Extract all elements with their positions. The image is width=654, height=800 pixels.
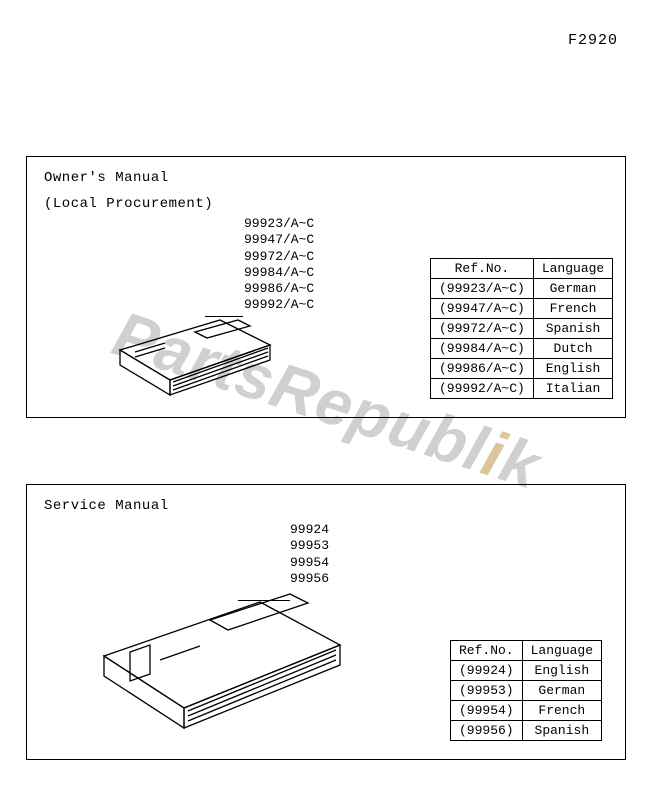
- owners-part-numbers: 99923/A~C99947/A~C99972/A~C99984/A~C9998…: [244, 216, 314, 314]
- part-number: 99924: [290, 522, 329, 538]
- ref-cell: (99923/A~C): [431, 279, 534, 299]
- table-row: (99984/A~C)Dutch: [431, 339, 613, 359]
- table-row: (99956)Spanish: [451, 721, 602, 741]
- table-header-lang: Language: [533, 259, 612, 279]
- table-row: (99954)French: [451, 701, 602, 721]
- owners-book-icon: [110, 310, 280, 400]
- table-row: (99972/A~C)Spanish: [431, 319, 613, 339]
- ref-cell: (99972/A~C): [431, 319, 534, 339]
- lang-cell: German: [533, 279, 612, 299]
- service-manual-title: Service Manual: [44, 498, 169, 514]
- lang-cell: French: [533, 299, 612, 319]
- ref-cell: (99954): [451, 701, 523, 721]
- table-row: (99924)English: [451, 661, 602, 681]
- ref-cell: (99992/A~C): [431, 379, 534, 399]
- lang-cell: Spanish: [522, 721, 601, 741]
- part-number: 99972/A~C: [244, 249, 314, 265]
- service-reference-table: Ref.No. Language (99924)English(99953)Ge…: [450, 640, 602, 741]
- ref-cell: (99924): [451, 661, 523, 681]
- service-part-numbers: 99924999539995499956: [290, 522, 329, 587]
- owners-manual-title: Owner's Manual: [44, 170, 169, 186]
- part-number: 99986/A~C: [244, 281, 314, 297]
- table-row: (99986/A~C)English: [431, 359, 613, 379]
- lang-cell: English: [522, 661, 601, 681]
- part-number: 99956: [290, 571, 329, 587]
- service-leader-line: [238, 600, 290, 601]
- lang-cell: German: [522, 681, 601, 701]
- owners-leader-line: [205, 316, 243, 317]
- lang-cell: French: [522, 701, 601, 721]
- table-row: (99947/A~C)French: [431, 299, 613, 319]
- ref-cell: (99986/A~C): [431, 359, 534, 379]
- watermark-accent: i: [474, 417, 514, 491]
- part-number: 99947/A~C: [244, 232, 314, 248]
- table-header-lang: Language: [522, 641, 601, 661]
- lang-cell: English: [533, 359, 612, 379]
- owners-manual-subtitle: (Local Procurement): [44, 196, 213, 212]
- table-row: (99992/A~C)Italian: [431, 379, 613, 399]
- lang-cell: Dutch: [533, 339, 612, 359]
- table-header-ref: Ref.No.: [451, 641, 523, 661]
- lang-cell: Spanish: [533, 319, 612, 339]
- lang-cell: Italian: [533, 379, 612, 399]
- part-number: 99954: [290, 555, 329, 571]
- ref-cell: (99984/A~C): [431, 339, 534, 359]
- service-book-icon: [90, 590, 350, 740]
- owners-reference-table: Ref.No. Language (99923/A~C)German(99947…: [430, 258, 613, 399]
- part-number: 99923/A~C: [244, 216, 314, 232]
- ref-cell: (99947/A~C): [431, 299, 534, 319]
- table-row: (99923/A~C)German: [431, 279, 613, 299]
- table-header-ref: Ref.No.: [431, 259, 534, 279]
- table-row: (99953)German: [451, 681, 602, 701]
- page-code: F2920: [568, 32, 618, 49]
- ref-cell: (99953): [451, 681, 523, 701]
- part-number: 99953: [290, 538, 329, 554]
- ref-cell: (99956): [451, 721, 523, 741]
- part-number: 99984/A~C: [244, 265, 314, 281]
